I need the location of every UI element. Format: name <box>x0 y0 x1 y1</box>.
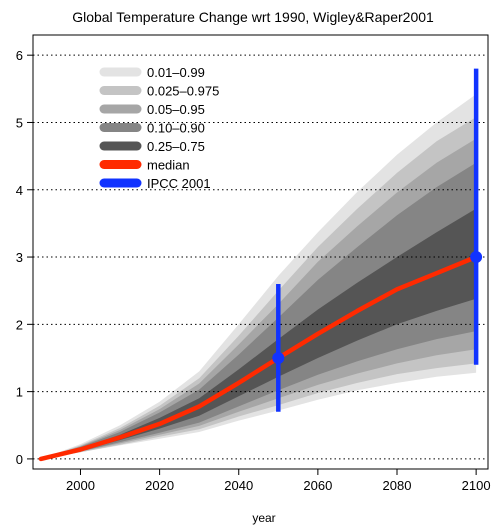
x-tick-label-2000: 2000 <box>66 478 95 493</box>
y-tick-label-0: 0 <box>16 452 23 467</box>
legend-label-3: 0.10–0.90 <box>147 121 205 136</box>
grid-lines <box>33 54 488 460</box>
x-tick-label-2080: 2080 <box>383 478 412 493</box>
legend-label-1: 0.025–0.975 <box>147 84 219 99</box>
chart-title: Global Temperature Change wrt 1990, Wigl… <box>72 9 434 25</box>
ipcc-point-1 <box>470 251 483 264</box>
legend-label-2: 0.05–0.95 <box>147 102 205 117</box>
y-tick-label-2: 2 <box>16 317 23 332</box>
band-2 <box>40 138 477 459</box>
y-axis: 0 1 2 3 4 5 6 <box>16 48 33 467</box>
plot-frame <box>32 34 489 470</box>
legend-label-0: 0.01–0.99 <box>147 65 205 80</box>
legend-label-4: 0.25–0.75 <box>147 139 205 154</box>
x-axis-title: year <box>252 511 275 525</box>
y-tick-label-6: 6 <box>16 48 23 63</box>
ipcc-point-0 <box>272 351 285 364</box>
x-tick-label-2060: 2060 <box>303 478 332 493</box>
x-axis: 2000 2020 2040 2060 2080 2100 <box>66 469 491 493</box>
y-tick-label-4: 4 <box>16 183 23 198</box>
band-1 <box>40 117 477 459</box>
legend: 0.01–0.99 0.025–0.975 0.05–0.95 0.10–0.90 0.… <box>99 65 219 191</box>
legend-label-5: median <box>147 158 190 173</box>
y-tick-label-3: 3 <box>16 250 23 265</box>
uncertainty-bands <box>40 94 477 459</box>
y-tick-label-1: 1 <box>16 385 23 400</box>
median-series <box>38 254 479 462</box>
median-line <box>38 254 479 462</box>
x-tick-label-2020: 2020 <box>145 478 174 493</box>
ipcc-series <box>272 68 483 412</box>
legend-label-6: IPCC 2001 <box>147 176 211 191</box>
x-tick-label-2040: 2040 <box>224 478 253 493</box>
y-tick-label-5: 5 <box>16 115 23 130</box>
x-tick-label-2100: 2100 <box>462 478 491 493</box>
